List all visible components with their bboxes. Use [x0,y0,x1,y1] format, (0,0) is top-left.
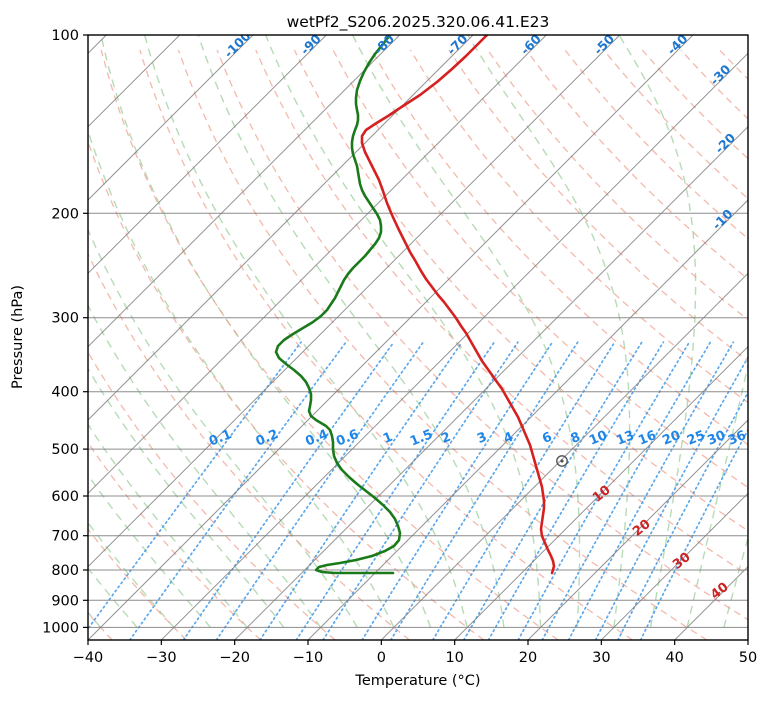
x-tick-label: −30 [146,650,177,666]
x-tick-label: 50 [739,650,757,666]
mixing-ratio-lines [88,341,748,640]
x-axis-ticks: −40 −30 −20 −10 0 10 20 30 40 50 [73,640,757,666]
x-tick-label: −20 [219,650,250,666]
lcl-marker-ring [556,455,568,467]
y-tick-label: 1000 [42,620,79,636]
y-tick-label: 600 [51,489,79,505]
isotherm-lines [88,35,748,640]
y-tick-label: 100 [51,28,79,44]
page-title: wetPf2_S206.2025.320.06.41.E23 [287,13,550,32]
x-tick-label: 10 [445,650,463,666]
dewpoint-curve [274,35,402,575]
x-tick-label: 0 [377,650,386,666]
y-axis-label: Pressure (hPa) [10,285,26,389]
dry-adiabat-lines [88,49,748,640]
moist-adiabat-lines [88,35,748,628]
mixing-ratio-label: 13 [614,428,636,449]
sounding-curves [274,35,556,575]
mixing-ratio-label: 20 [660,428,682,449]
plot-frame [87,34,749,641]
lcl-marker [556,455,568,467]
y-tick-label: 200 [51,206,79,222]
x-tick-label: 30 [592,650,610,666]
x-axis-label: Temperature (°C) [354,673,480,689]
mixing-ratio-label: 25 [685,428,707,449]
x-tick-label: 20 [519,650,537,666]
x-tick-label: 40 [665,650,683,666]
y-tick-label: 700 [51,529,79,545]
y-tick-label: 300 [51,311,79,327]
mixing-ratio-label: 16 [636,428,658,449]
temperature-curve [360,35,556,575]
y-axis-ticks: 100 200 300 400 500 600 700 800 900 1000 [42,28,88,636]
lcl-marker-dot [560,459,564,463]
y-tick-label: 400 [51,385,79,401]
x-tick-label: −10 [293,650,324,666]
mixing-ratio-label: 36 [726,428,748,449]
y-tick-label: 800 [51,563,79,579]
y-tick-label: 500 [51,442,79,458]
y-tick-label: 900 [51,593,79,609]
isobar-lines [88,35,748,628]
mixing-ratio-label: 30 [705,428,727,449]
mixing-ratio-label: 10 [587,428,609,449]
x-tick-label: −40 [73,650,104,666]
